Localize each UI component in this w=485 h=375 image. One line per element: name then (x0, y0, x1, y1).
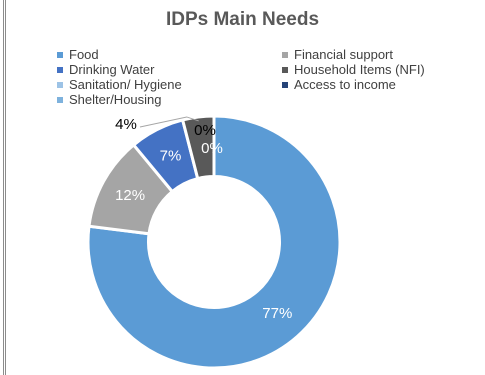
data-label-food: 77% (262, 305, 292, 322)
slice-food (86, 114, 342, 370)
legend-item-food: Food (57, 47, 99, 62)
legend-item-financial-support: Financial support (282, 47, 393, 62)
data-label-access-to-income: 0% (201, 140, 223, 157)
legend-swatch (282, 81, 288, 88)
data-label-financial-support: 12% (115, 187, 145, 204)
legend-swatch (282, 66, 288, 73)
legend-label: Food (69, 47, 99, 62)
legend-swatch (57, 96, 63, 103)
legend-swatch (57, 51, 63, 58)
legend-item-drinking-water: Drinking Water (57, 62, 154, 77)
legend-item-shelter-housing: Shelter/Housing (57, 92, 162, 107)
leader-line-household-items-nfi (139, 116, 199, 128)
data-label-household-items-nfi: 4% (115, 116, 137, 133)
left-frame-border (3, 0, 6, 375)
legend-label: Sanitation/ Hygiene (69, 77, 182, 92)
legend-item-access-to-income: Access to income (282, 77, 396, 92)
legend-swatch (57, 66, 63, 73)
legend-label: Drinking Water (69, 62, 155, 77)
legend-label: Financial support (294, 47, 393, 62)
data-label-sanitation-hygiene: 0% (194, 122, 216, 139)
legend-label: Household Items (NFI) (294, 62, 425, 77)
legend-label: Shelter/Housing (69, 92, 162, 107)
legend-swatch (57, 81, 63, 88)
legend-item-sanitation-hygiene: Sanitation/ Hygiene (57, 77, 182, 92)
slice-household-items-nfi (180, 114, 216, 181)
chart-title: IDPs Main Needs (165, 9, 320, 30)
legend-label: Access to income (294, 77, 396, 92)
legend-item-household-items-nfi: Household Items (NFI) (282, 62, 425, 77)
data-label-drinking-water: 7% (160, 148, 182, 165)
legend-swatch (282, 51, 288, 58)
